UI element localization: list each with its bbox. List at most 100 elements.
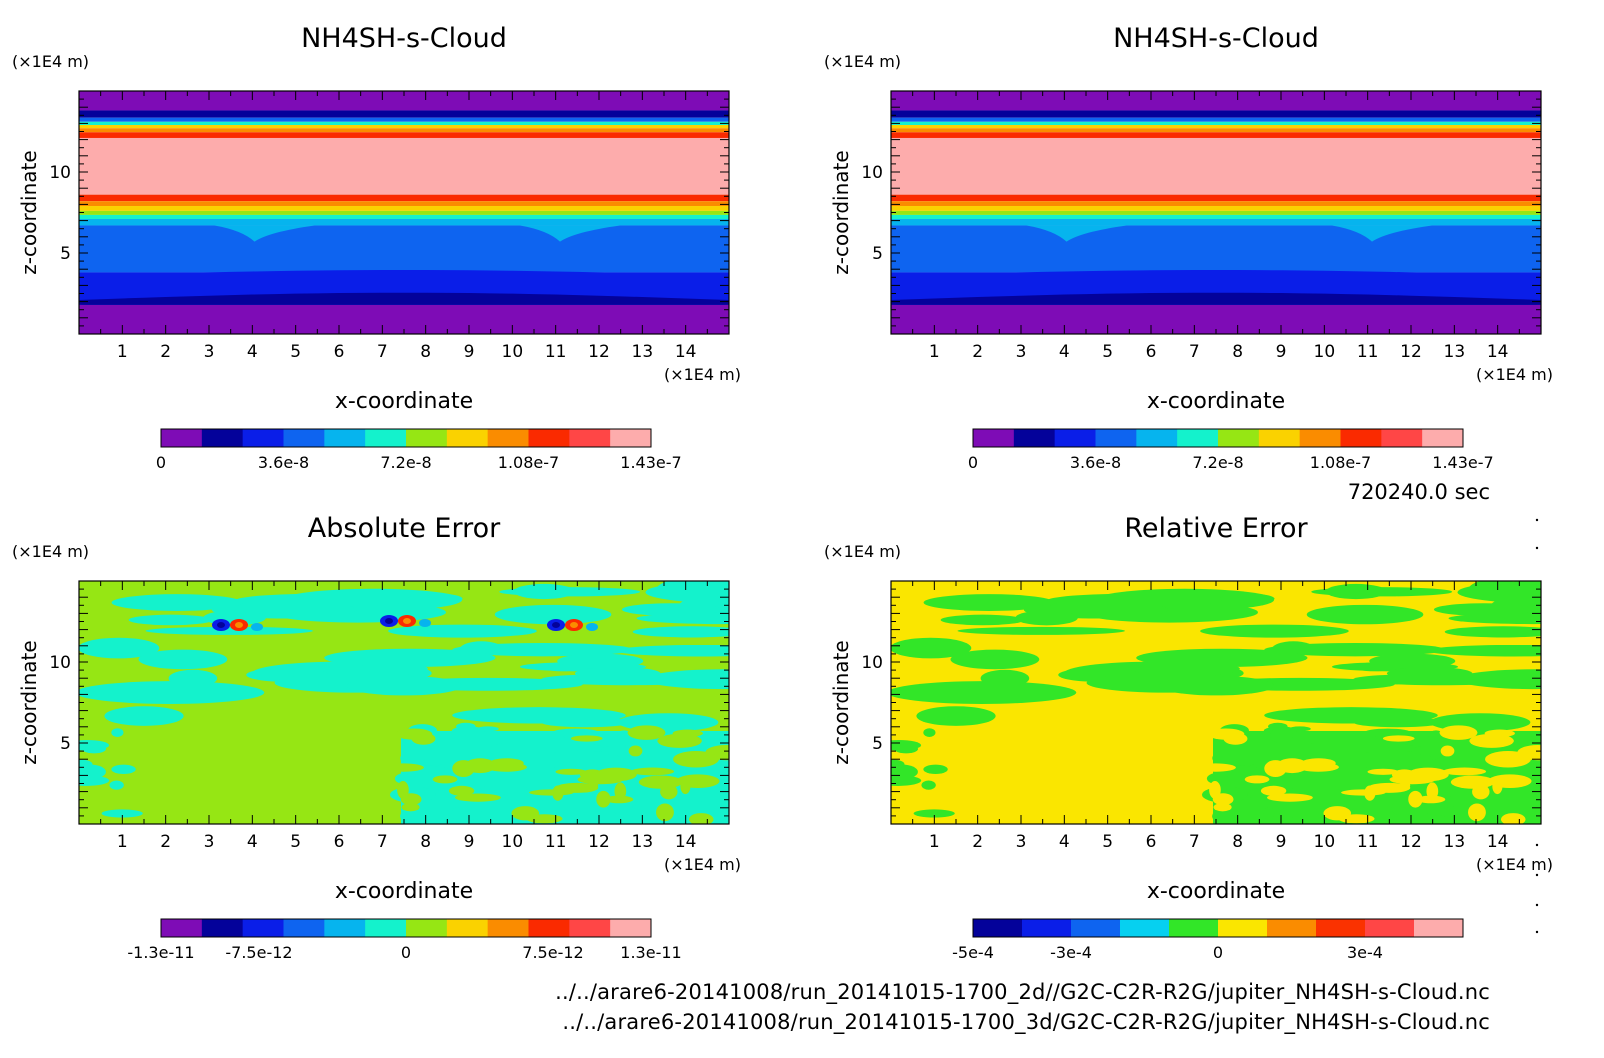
cloud-band xyxy=(79,117,729,122)
colorbar-swatch xyxy=(365,919,407,937)
abs-speck xyxy=(400,793,422,806)
abs-speck xyxy=(656,803,674,822)
colorbar-swatch xyxy=(1022,919,1072,937)
x-tick-label: 7 xyxy=(377,342,388,362)
rel-speck xyxy=(1468,803,1486,822)
y-tick-label: 5 xyxy=(60,244,71,264)
abs-dipole-side xyxy=(251,623,263,631)
x-tick-label: 6 xyxy=(1146,342,1157,362)
x-axis-label: x-coordinate xyxy=(1147,879,1285,904)
colorbar-swatch xyxy=(569,429,611,447)
colorbar-swatch xyxy=(324,429,366,447)
abs-speck xyxy=(638,775,683,789)
x-tick-label: 4 xyxy=(1059,342,1070,362)
abs-dipole-side xyxy=(586,623,598,631)
error-region xyxy=(1364,751,1394,759)
x-unit-label: (×1E4 m) xyxy=(664,855,741,874)
abs-dipole-core xyxy=(570,622,578,628)
error-region xyxy=(525,760,558,770)
error-region xyxy=(891,681,1077,704)
x-tick-label: 3 xyxy=(204,342,215,362)
error-region xyxy=(1136,648,1308,668)
cloud-band xyxy=(79,214,729,219)
colorbar-frame xyxy=(160,918,652,938)
y-tick-label: 5 xyxy=(872,734,883,754)
colorbar-swatch xyxy=(365,429,407,447)
x-tick-label: 5 xyxy=(1102,832,1113,852)
colorbar-label: -7.5e-12 xyxy=(225,943,292,962)
rel-speck xyxy=(1488,774,1532,789)
colorbar-swatch xyxy=(1218,429,1260,447)
colorbar-swatch xyxy=(1095,429,1137,447)
error-region xyxy=(1306,604,1424,625)
rel-speck xyxy=(1301,758,1336,769)
cloud-band xyxy=(891,125,1541,129)
error-region xyxy=(916,706,996,726)
x-tick-label: 13 xyxy=(1444,832,1466,852)
error-region xyxy=(128,614,213,626)
cloud-band xyxy=(891,121,1541,126)
x-tick-label: 2 xyxy=(972,342,983,362)
colorbar-label: 3.6e-8 xyxy=(258,453,309,472)
error-region xyxy=(400,809,422,824)
rel-speck xyxy=(1389,774,1436,785)
y-tick-label: 5 xyxy=(872,244,883,264)
colorbar-swatch xyxy=(1365,919,1415,937)
cloud-dip xyxy=(520,225,620,242)
error-region xyxy=(656,746,681,756)
rel-speck xyxy=(1485,750,1531,768)
colorbar-label: 3.6e-8 xyxy=(1070,453,1121,472)
colorbar-label: -5e-4 xyxy=(952,943,994,962)
abs-speck xyxy=(529,789,574,796)
margin-dot xyxy=(1535,843,1539,847)
colorbar-swatch xyxy=(1054,429,1096,447)
error-region xyxy=(79,759,93,769)
error-region xyxy=(632,626,729,638)
colorbar-swatch xyxy=(283,919,325,937)
y-tick-label: 5 xyxy=(60,734,71,754)
cloud-band xyxy=(79,210,729,215)
error-region xyxy=(452,707,626,724)
cloud-band xyxy=(79,137,729,195)
error-region xyxy=(457,727,481,744)
colorbar-swatch xyxy=(324,919,366,937)
x-tick-label: 7 xyxy=(1189,342,1200,362)
cloud-band xyxy=(891,206,1541,211)
error-region xyxy=(451,807,463,821)
cloud-band xyxy=(79,218,729,226)
x-tick-label: 7 xyxy=(377,832,388,852)
error-region xyxy=(1387,764,1415,771)
error-region xyxy=(540,673,717,686)
error-region xyxy=(109,780,124,790)
abs-speck xyxy=(614,782,627,801)
margin-dot xyxy=(1535,903,1539,907)
x-tick-label: 8 xyxy=(1232,342,1243,362)
timestamp: 720240.0 sec xyxy=(1347,480,1490,504)
rel-speck xyxy=(1341,789,1386,796)
plot-area xyxy=(79,91,729,334)
colorbar-label: 0 xyxy=(156,453,166,472)
rel-speck xyxy=(1442,767,1487,776)
x-axis-label: x-coordinate xyxy=(335,389,473,414)
error-region xyxy=(1288,726,1311,732)
colorbar-swatch xyxy=(528,429,570,447)
colorbar-swatch xyxy=(161,919,203,937)
error-region xyxy=(1457,581,1541,604)
colorbar-swatch xyxy=(1267,919,1317,937)
error-region xyxy=(476,726,499,732)
error-region xyxy=(79,739,110,751)
error-region xyxy=(532,797,544,811)
x-tick-label: 13 xyxy=(1444,342,1466,362)
chart-title: NH4SH-s-Cloud xyxy=(301,23,507,54)
cloud-band xyxy=(891,110,1541,118)
x-tick-label: 2 xyxy=(160,342,171,362)
x-tick-label: 11 xyxy=(1357,342,1379,362)
x-tick-label: 6 xyxy=(334,832,345,852)
cloud-dip xyxy=(1026,225,1127,242)
y-axis-label: z-coordinate xyxy=(17,640,41,764)
colorbar-frame xyxy=(160,428,652,448)
cloud-band xyxy=(79,201,729,207)
colorbar-swatch xyxy=(487,429,529,447)
